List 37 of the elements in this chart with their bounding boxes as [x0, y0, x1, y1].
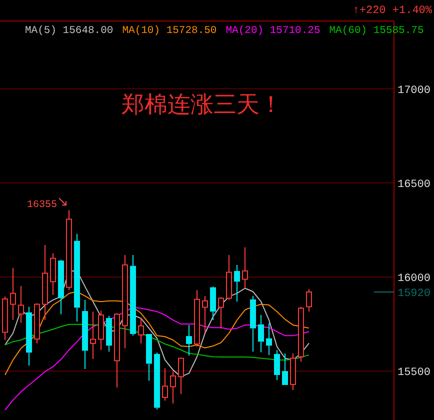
- text: 郑棉连涨三天！: [122, 92, 282, 118]
- candlestick: [138, 317, 144, 344]
- text: ↑+220 +1.40%: [352, 5, 432, 17]
- candlestick: [242, 246, 248, 289]
- candlestick: [306, 288, 312, 312]
- candlestick: [82, 299, 88, 370]
- text: MA(20) 15710.25: [226, 25, 320, 37]
- candlestick: [250, 295, 256, 352]
- candlestick: [210, 286, 216, 320]
- candlestick: [178, 358, 184, 395]
- y-tick-label: 15500: [397, 367, 431, 380]
- candlestick: [266, 322, 272, 356]
- candlestick: [26, 306, 32, 366]
- candlestick: [18, 285, 24, 324]
- y-tick-label: 16000: [397, 272, 431, 285]
- y-tick-label: 16500: [397, 178, 431, 191]
- candlestick: [234, 264, 240, 302]
- candlestick: [90, 311, 96, 360]
- line-series: [4, 291, 310, 376]
- text: MA(10) 15728.50: [122, 25, 217, 37]
- candlestick: [122, 254, 128, 349]
- candlestick: [258, 314, 264, 353]
- candlestick: [186, 324, 192, 356]
- candlestick: [98, 310, 104, 350]
- annotation: 16355: [26, 200, 57, 212]
- line-series: [4, 306, 310, 411]
- ref-line-label: 15920: [397, 288, 431, 300]
- candlestick: [202, 295, 208, 334]
- y-tick-label: 17000: [397, 84, 431, 97]
- text: MA(5) 15648.00: [25, 25, 114, 37]
- candlestick: [170, 371, 176, 404]
- candlestick: [10, 267, 16, 320]
- candlestick: [106, 315, 112, 352]
- candlestick: [274, 349, 280, 381]
- candlestick: [74, 233, 80, 322]
- candlestick: [50, 252, 56, 296]
- candlestick: [42, 244, 48, 320]
